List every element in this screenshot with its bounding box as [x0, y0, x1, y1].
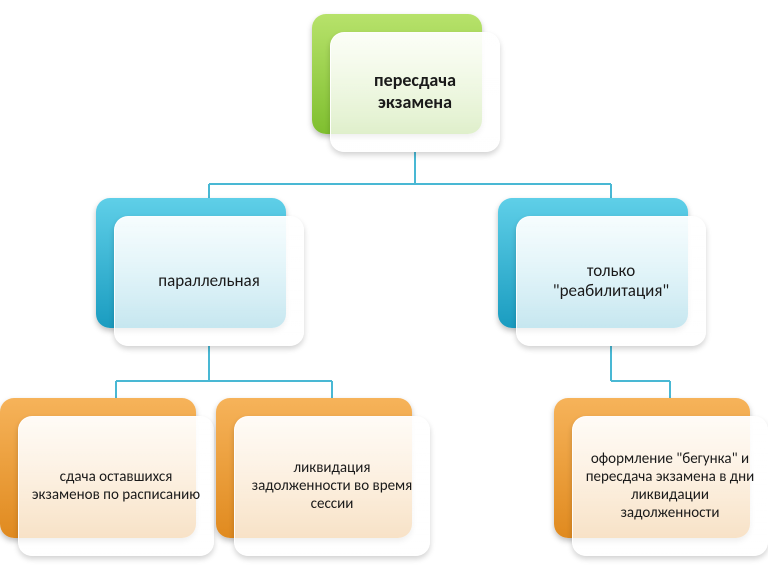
node-front-leaf1: сдача оставшихся экзаменов по расписанию: [18, 416, 214, 556]
node-label-parallel: параллельная: [158, 271, 260, 291]
node-root: пересдача экзамена: [312, 14, 500, 152]
node-leaf1: сдача оставшихся экзаменов по расписанию: [0, 398, 214, 556]
node-label-leaf2: ликвидация задолженности во время сессии: [245, 459, 419, 513]
node-label-rehab: только "реабилитация": [527, 261, 695, 302]
node-label-leaf3: оформление "бегунка" и пересдача экзамен…: [583, 450, 757, 522]
node-front-root: пересдача экзамена: [330, 32, 500, 152]
node-front-rehab: только "реабилитация": [516, 216, 706, 346]
node-leaf3: оформление "бегунка" и пересдача экзамен…: [554, 398, 768, 556]
node-front-leaf3: оформление "бегунка" и пересдача экзамен…: [572, 416, 768, 556]
node-front-parallel: параллельная: [114, 216, 304, 346]
node-label-root: пересдача экзамена: [341, 70, 489, 113]
node-label-leaf1: сдача оставшихся экзаменов по расписанию: [29, 468, 203, 504]
node-front-leaf2: ликвидация задолженности во время сессии: [234, 416, 430, 556]
node-rehab: только "реабилитация": [498, 198, 706, 346]
node-parallel: параллельная: [96, 198, 304, 346]
node-leaf2: ликвидация задолженности во время сессии: [216, 398, 430, 556]
